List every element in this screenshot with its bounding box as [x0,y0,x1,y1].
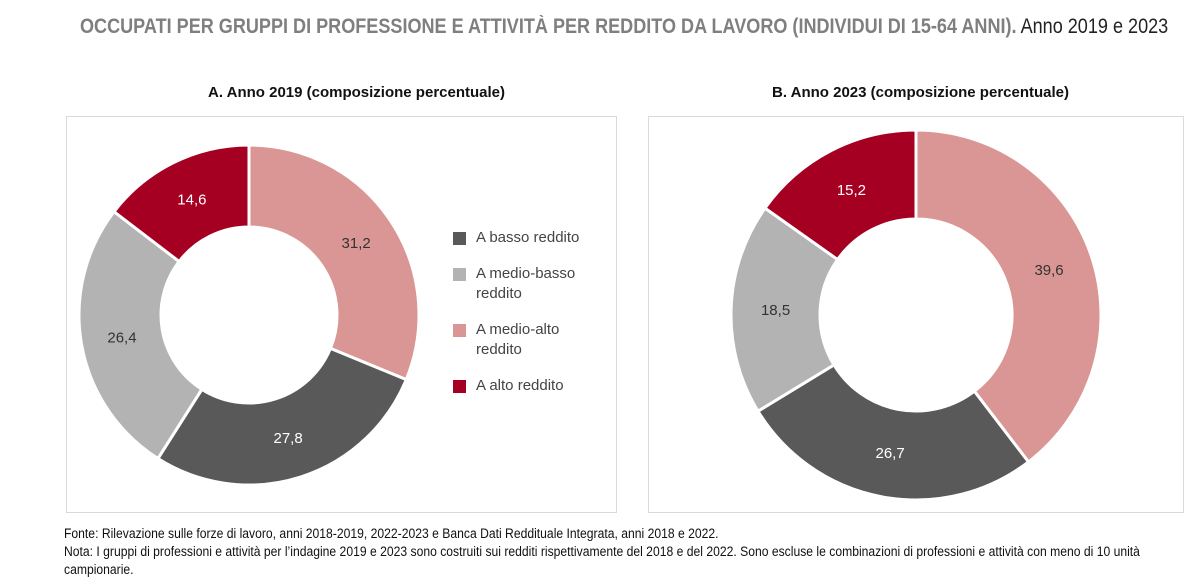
slice-0-2 [77,209,204,461]
slice-0-1 [155,346,409,487]
slice-1-1 [755,362,1031,502]
data-label: 18,5 [761,302,790,319]
note: Nota: I gruppi di professioni e attività… [64,544,1140,577]
slice-1-3 [762,128,918,262]
data-label: 31,2 [342,235,371,252]
data-label: 39,6 [1034,262,1063,279]
title-sub: Anno 2019 e 2023 [1020,15,1169,38]
legend-label: A alto reddito [476,377,564,394]
legend-swatch [453,268,466,281]
data-label: 26,4 [107,330,136,347]
legend-swatch [453,380,466,393]
panel-a [66,116,617,513]
slice-1-0 [914,128,1103,464]
slice-0-0 [247,143,421,382]
legend-label: A basso reddito [476,229,580,246]
chart-title: OCCUPATI PER GRUPPI DI PROFESSIONE E ATT… [80,12,1172,42]
panel-b-title: B. Anno 2023 (composizione percentuale) [772,84,1070,101]
legend-label: A medio-basso reddito [476,265,576,302]
legend-swatch [453,324,466,337]
legend-item: A alto reddito [453,376,593,396]
legend-label: A medio-alto reddito [476,321,560,358]
title-main: OCCUPATI PER GRUPPI DI PROFESSIONE E ATT… [80,15,1017,38]
slice-1-2 [729,206,840,414]
legend-item: A basso reddito [453,228,593,248]
data-label: 15,2 [837,182,866,199]
slice-0-3 [111,143,251,264]
data-label: 14,6 [177,191,206,208]
panel-b [648,116,1184,513]
data-label: 26,7 [876,445,905,462]
legend-item: A medio-basso reddito [453,264,593,304]
panel-a-title: A. Anno 2019 (composizione percentuale) [208,84,506,101]
footnote: Fonte: Rilevazione sulle forze di lavoro… [64,525,1198,579]
source-note: Fonte: Rilevazione sulle forze di lavoro… [64,526,719,541]
data-label: 27,8 [273,430,302,447]
legend: A basso reddito A medio-basso reddito A … [453,228,593,412]
legend-swatch [453,232,466,245]
legend-item: A medio-alto reddito [453,320,593,360]
